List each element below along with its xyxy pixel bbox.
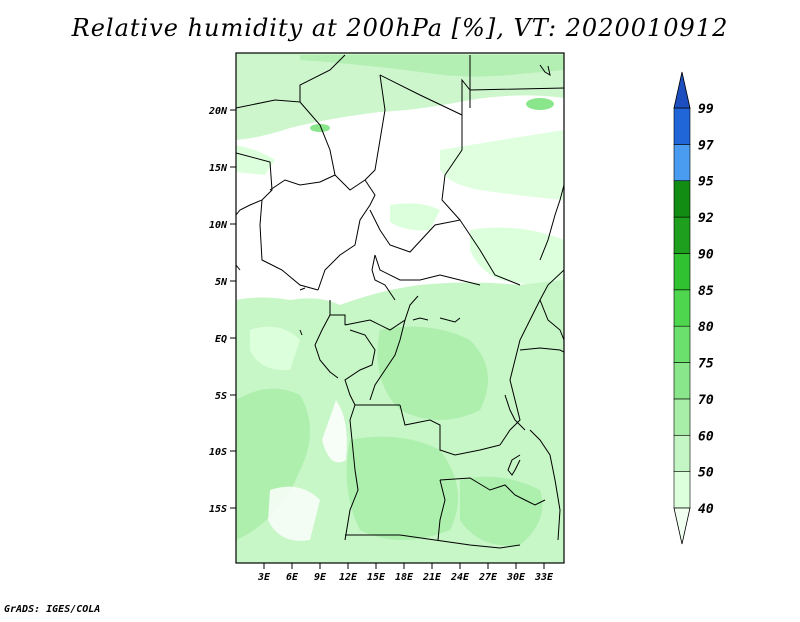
colorbar-label: 40 [698,502,714,517]
humidity-field [236,53,564,563]
lon-label: 18E [395,572,414,583]
latitude-labels: 20N 15N 10N 5N EQ 5S 10S 15S [208,106,228,515]
colorbar-segment [673,398,691,436]
lon-label: 3E [257,572,271,583]
colorbar-segment [673,434,691,472]
colorbar-segment [673,144,691,182]
lat-label: 5S [215,391,227,402]
colorbar-label: 97 [698,138,714,153]
colorbar-label: 92 [698,211,714,226]
chart-title: Relative humidity at 200hPa [%], VT: 202… [71,14,729,42]
map-frame [235,52,565,564]
credit-label: GrADS: IGES/COLA [4,604,101,615]
colorbar-segment [673,253,691,291]
lon-label: 15E [367,572,386,583]
colorbar-segment [673,289,691,327]
lat-label: 10S [209,447,227,458]
longitude-axis [263,563,545,569]
colorbar-segment [673,180,691,218]
lat-label: 5N [215,277,228,288]
lon-label: 33E [534,572,554,583]
colorbar-label: 95 [698,175,714,190]
colorbar-label: 50 [698,466,714,481]
longitude-labels: 3E 6E 9E 12E 15E 18E 21E 24E 27E 30E 33E [257,572,554,583]
lon-label: 21E [422,572,442,583]
colorbar-segment [673,216,691,254]
country-borders [236,54,564,549]
lat-label: 15S [209,504,227,515]
colorbar-label: 90 [698,247,714,262]
colorbar-label: 99 [698,102,714,117]
colorbar-label: 85 [698,284,714,299]
lon-label: 12E [339,572,358,583]
colorbar-label: 70 [698,393,714,408]
lon-label: 27E [478,572,498,583]
colorbar-segment [673,362,691,400]
colorbar-min-arrow [673,507,691,545]
colorbar-segment [673,325,691,363]
colorbar-label: 60 [698,429,714,444]
latitude-axis [230,109,236,509]
colorbar-max-arrow [673,71,691,109]
colorbar-label: 75 [698,357,714,372]
colorbar: 40 50 60 70 75 80 85 90 92 95 97 99 [673,71,714,545]
lon-label: 24E [450,572,470,583]
lat-label: EQ [215,334,227,345]
lat-label: 20N [208,106,228,117]
lon-label: 30E [506,572,526,583]
colorbar-segment [673,107,691,145]
lon-label: 9E [314,572,327,583]
colorbar-label: 80 [698,320,714,335]
lat-label: 10N [209,220,228,231]
lon-label: 6E [286,572,299,583]
lat-label: 15N [209,163,228,174]
colorbar-segment [673,471,691,509]
